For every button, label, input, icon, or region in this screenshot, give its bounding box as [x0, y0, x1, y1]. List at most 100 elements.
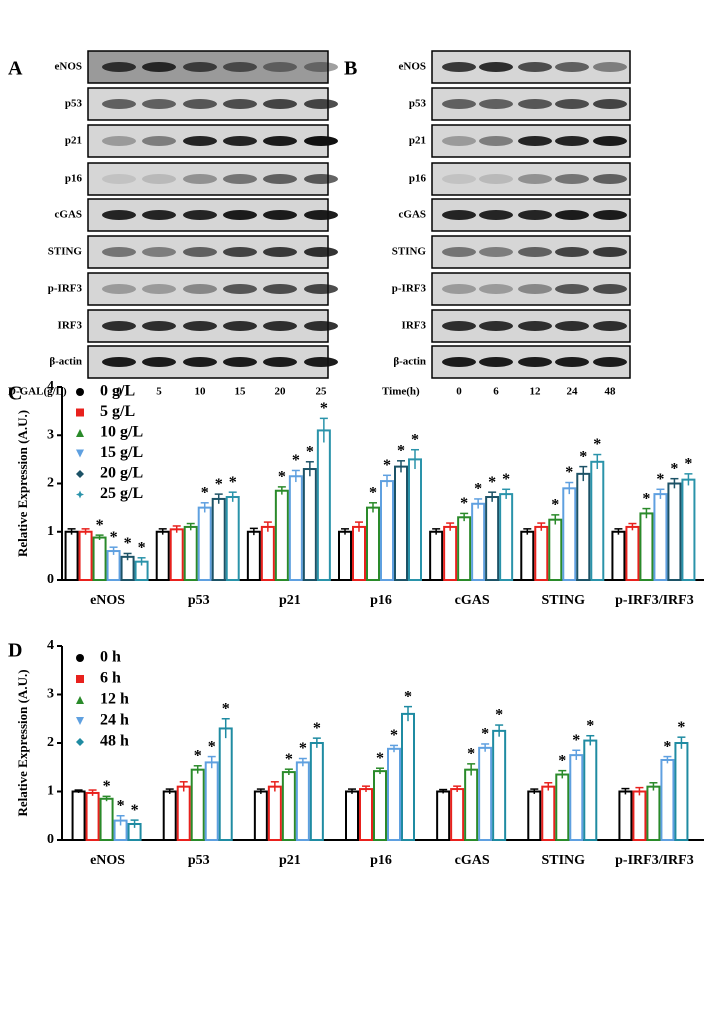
x-tick-label: p21	[279, 853, 301, 868]
blot-band	[593, 284, 627, 294]
y-tick-label: 2	[47, 735, 54, 750]
blot-band	[263, 62, 297, 72]
bar	[464, 768, 479, 841]
blot-band	[518, 321, 552, 331]
significance-mark: *	[684, 456, 692, 473]
blot-band	[263, 99, 297, 109]
bar	[590, 460, 605, 582]
significance-mark: *	[306, 443, 314, 460]
blot-band	[555, 284, 589, 294]
legend-label: 25 g/L	[100, 485, 143, 502]
blot-band	[518, 99, 552, 109]
significance-mark: *	[481, 726, 489, 743]
significance-mark: *	[229, 474, 237, 491]
blot-band	[304, 247, 338, 257]
blot-band	[142, 321, 176, 331]
lane-label: 24	[567, 386, 579, 398]
bar	[64, 530, 79, 581]
bar	[527, 790, 542, 841]
blot-band	[183, 210, 217, 220]
bar	[253, 790, 268, 841]
blot-band	[442, 62, 476, 72]
blot-band	[593, 321, 627, 331]
blot-band	[183, 99, 217, 109]
bar	[267, 785, 282, 842]
blot-band	[555, 99, 589, 109]
panel-label: C	[8, 383, 22, 405]
blot-row-label: p21	[65, 135, 82, 147]
blot-band	[223, 357, 257, 367]
bar	[646, 785, 661, 842]
significance-mark: *	[117, 797, 125, 814]
blot-band	[102, 136, 136, 146]
x-tick-label: STING	[541, 853, 585, 868]
bar	[274, 489, 289, 581]
bar	[436, 790, 451, 841]
blot-band	[304, 99, 338, 109]
x-tick-label: p16	[370, 593, 392, 608]
significance-mark: *	[222, 700, 230, 717]
legend-marker	[76, 408, 84, 417]
legend-marker	[76, 738, 84, 746]
bar	[681, 478, 696, 582]
blot-band	[142, 284, 176, 294]
bar	[197, 506, 212, 581]
significance-mark: *	[208, 738, 216, 755]
legend-label: 20 g/L	[100, 465, 143, 482]
blot-band	[263, 247, 297, 257]
significance-mark: *	[138, 539, 146, 556]
blot-band	[102, 357, 136, 367]
significance-mark: *	[390, 727, 398, 744]
x-tick-label: cGAS	[455, 593, 490, 608]
blot-row-label: p21	[409, 135, 426, 147]
blot-band	[304, 210, 338, 220]
bar	[625, 525, 640, 581]
legend-label: 6 h	[100, 670, 121, 687]
significance-mark: *	[124, 535, 132, 552]
blot-row-label: IRF3	[58, 320, 83, 332]
blot-band	[555, 174, 589, 184]
blot-band	[304, 174, 338, 184]
legend-marker	[76, 717, 84, 725]
blot-band	[142, 174, 176, 184]
x-tick-label: eNOS	[90, 853, 125, 868]
blot-band	[223, 247, 257, 257]
blot-x-title: D-GAL(g/L)	[8, 386, 67, 398]
bar	[583, 739, 598, 842]
legend-marker	[76, 654, 84, 662]
blot-band	[183, 321, 217, 331]
blot-band	[142, 136, 176, 146]
blot-band	[518, 62, 552, 72]
bar	[457, 516, 472, 582]
blot-band	[263, 210, 297, 220]
bar	[92, 536, 107, 581]
y-axis-label: Relative Expression (A.U.)	[15, 669, 30, 816]
blot-band	[442, 210, 476, 220]
blot-band	[142, 247, 176, 257]
bar	[176, 785, 191, 842]
significance-mark: *	[320, 400, 328, 417]
blot-row-label: p53	[409, 98, 427, 110]
bar	[387, 747, 401, 842]
legend-marker	[76, 429, 84, 437]
x-tick-label: p53	[188, 853, 210, 868]
significance-mark: *	[572, 732, 580, 749]
bar	[548, 518, 563, 581]
lane-label: 6	[493, 386, 499, 398]
bar	[190, 768, 205, 841]
blot-band	[479, 99, 513, 109]
blot-row-label: p-IRF3	[48, 283, 83, 295]
panel-label: A	[8, 58, 23, 80]
legend-marker	[76, 696, 84, 704]
significance-mark: *	[131, 802, 139, 819]
blot-band	[102, 247, 136, 257]
blot-band	[183, 62, 217, 72]
blot-band	[593, 174, 627, 184]
blot-band	[223, 210, 257, 220]
blot-band	[142, 99, 176, 109]
bar	[359, 788, 373, 842]
blot-band	[142, 357, 176, 367]
significance-mark: *	[502, 471, 510, 488]
panel-label: D	[8, 640, 22, 662]
blot-band	[304, 284, 338, 294]
